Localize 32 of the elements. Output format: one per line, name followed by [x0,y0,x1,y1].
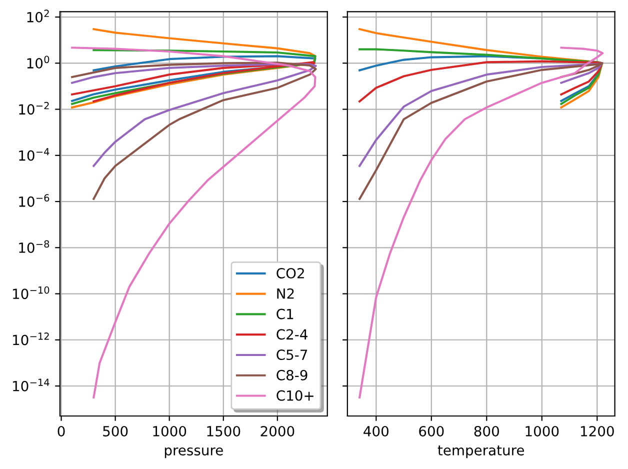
x-axis-title: pressure [164,448,223,458]
x-tick-label: 500 [103,426,128,436]
x-axis-title: temperature [438,446,524,458]
legend-label: C10+ [276,390,314,401]
legend-label: C5-7 [276,350,308,360]
y-tick-label: 10$^{−14}$ [13,378,50,392]
y-tick-label: 10$^{2}$ [27,10,49,22]
line-series [71,49,316,106]
legend-label: C1 [276,308,294,320]
legend-label: N2 [277,288,294,299]
legend-label: C2-4 [276,329,308,340]
y-tick-label: 10$^{−4}$ [19,148,50,161]
x-tick-label: 0 [58,426,65,436]
x-tick-label: 1000 [526,426,559,436]
x-tick-label: 800 [474,426,499,436]
y-tick-label: 10$^{−10}$ [13,286,50,300]
x-tick-label: 1200 [580,426,614,436]
x-tick-label: 1000 [153,426,186,436]
x-tick-label: 1500 [207,426,240,436]
y-tick-label: 10$^{−12}$ [13,332,49,346]
line-series [71,62,317,200]
x-tick-label: 2000 [260,426,294,436]
y-tick-label: 10$^{−2}$ [19,102,49,115]
x-tick-label: 400 [364,426,388,436]
y-tick-label: 10$^{0}$ [27,56,50,69]
x-tick-label: 600 [419,426,444,436]
line-series [71,28,316,108]
legend-label: CO2 [276,268,304,278]
y-tick-label: 10$^{−8}$ [19,240,50,254]
y-tick-label: 10$^{−6}$ [19,194,50,207]
line-series [71,63,317,167]
legend-label: C8-9 [276,370,308,380]
